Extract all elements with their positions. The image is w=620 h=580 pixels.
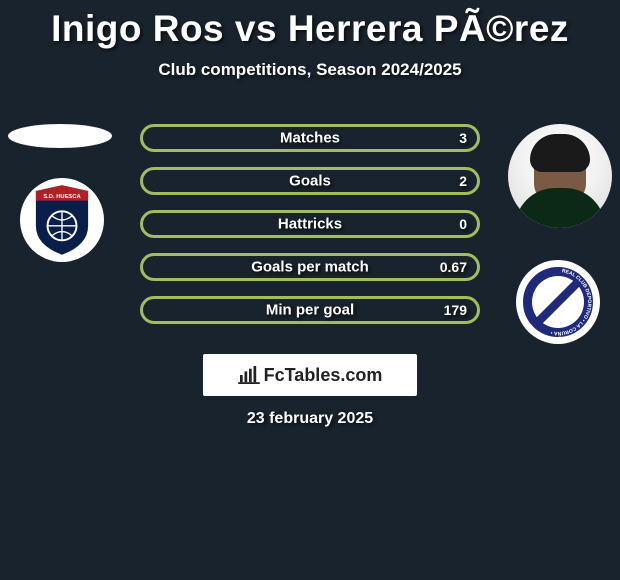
stat-value-right: 3 [459, 130, 467, 146]
stat-label: Matches [280, 130, 340, 147]
club-right-crest: REAL CLUB DEPORTIVO • LA CORUÑA • [516, 260, 600, 344]
stat-label: Goals [289, 173, 331, 190]
page-title: Inigo Ros vs Herrera PÃ©rez [0, 0, 620, 50]
stat-value-right: 0 [459, 216, 467, 232]
svg-text:S.D. HUESCA: S.D. HUESCA [43, 194, 81, 200]
stat-label: Goals per match [251, 259, 369, 276]
stat-value-right: 179 [444, 302, 467, 318]
stat-value-right: 0.67 [440, 259, 467, 275]
deportivo-crest-icon: REAL CLUB DEPORTIVO • LA CORUÑA • [522, 266, 594, 338]
huesca-crest-icon: S.D. HUESCA [33, 185, 91, 255]
stats-list: Matches 3 Goals 2 Hattricks 0 Goals per … [140, 124, 480, 339]
stat-label: Min per goal [266, 302, 354, 319]
bar-chart-icon [238, 366, 260, 384]
brand-box: FcTables.com [203, 354, 417, 396]
stat-label: Hattricks [278, 216, 342, 233]
page-subtitle: Club competitions, Season 2024/2025 [0, 60, 620, 80]
stat-row-min-per-goal: Min per goal 179 [140, 296, 480, 324]
stat-value-right: 2 [459, 173, 467, 189]
brand-text: FcTables.com [264, 365, 383, 386]
stat-row-goals: Goals 2 [140, 167, 480, 195]
stat-row-goals-per-match: Goals per match 0.67 [140, 253, 480, 281]
stat-row-matches: Matches 3 [140, 124, 480, 152]
player-left-photo [8, 124, 112, 148]
player-right-photo [508, 124, 612, 228]
footer-date: 23 february 2025 [0, 410, 620, 428]
stat-row-hattricks: Hattricks 0 [140, 210, 480, 238]
club-left-crest: S.D. HUESCA [20, 178, 104, 262]
